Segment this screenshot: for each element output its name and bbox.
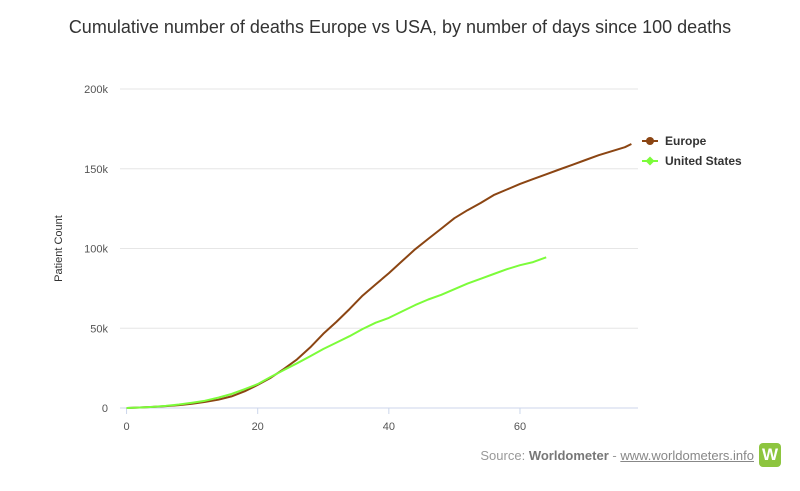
series-line-united-states[interactable] <box>126 256 547 409</box>
source-separator: - <box>612 448 617 463</box>
series-layer <box>126 143 632 409</box>
chart-title: Cumulative number of deaths Europe vs US… <box>68 17 732 37</box>
worldometer-logo-icon: W <box>759 443 781 467</box>
legend-marker-united-states <box>645 156 655 166</box>
source-credit: Source: Worldometer - www.worldometers.i… <box>480 448 754 463</box>
legend-label-europe[interactable]: Europe <box>665 134 707 148</box>
x-tick-label: 20 <box>252 421 264 433</box>
source-link[interactable]: www.worldometers.info <box>620 448 754 463</box>
source-prefix: Source: <box>480 448 526 463</box>
y-tick-label: 0 <box>102 403 108 415</box>
y-tick-label: 100k <box>84 244 108 256</box>
source-brand: Worldometer <box>528 448 609 463</box>
y-tick-label: 150k <box>84 164 108 176</box>
axes: 0 50k 100k 150k 200k 0 20 40 60 <box>84 84 638 433</box>
x-tick-label: 0 <box>123 421 129 433</box>
x-tick-label: 40 <box>383 421 395 433</box>
grid-lines <box>120 88 638 409</box>
legend: Europe United States <box>642 134 742 168</box>
y-tick-label: 50k <box>90 323 108 335</box>
y-axis-title: Patient Count <box>53 215 65 282</box>
legend-marker-europe <box>646 137 654 145</box>
series-line-europe[interactable] <box>126 143 632 409</box>
x-tick-label: 60 <box>514 421 526 433</box>
legend-label-united-states[interactable]: United States <box>665 154 742 168</box>
y-tick-label: 200k <box>84 84 108 96</box>
